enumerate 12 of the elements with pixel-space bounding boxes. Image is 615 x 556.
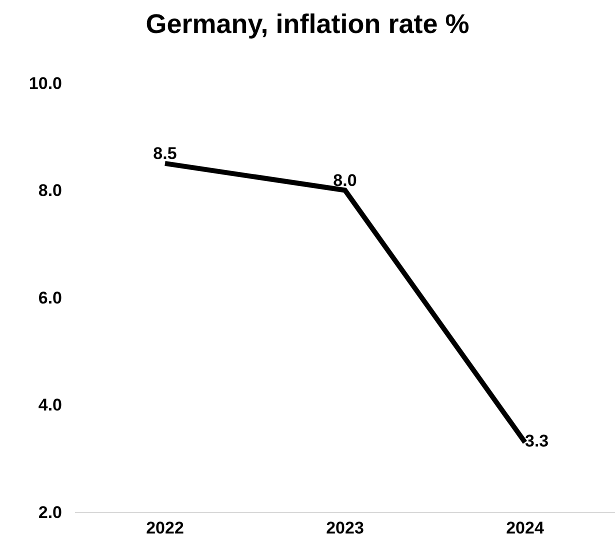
chart-title: Germany, inflation rate % <box>146 8 470 39</box>
y-tick-label: 4.0 <box>38 396 62 415</box>
y-tick-label: 8.0 <box>38 181 62 200</box>
data-label: 8.0 <box>333 171 357 190</box>
y-tick-label: 6.0 <box>38 288 62 308</box>
x-tick-label: 2024 <box>506 518 544 538</box>
x-tick-label: 2023 <box>326 518 364 538</box>
x-tick-label: 2022 <box>146 518 184 538</box>
y-tick-label: 10.0 <box>28 74 62 93</box>
y-tick-label: 2.0 <box>38 502 62 522</box>
data-label: 3.3 <box>525 432 549 451</box>
data-label: 8.5 <box>153 144 177 164</box>
